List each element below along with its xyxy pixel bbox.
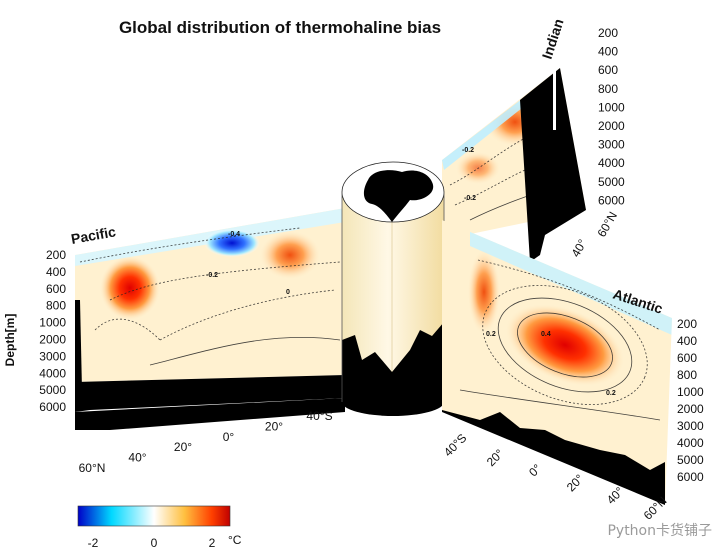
colorbar-tick: -2 [88, 536, 99, 550]
indian-depth-tick: 2000 [598, 119, 625, 133]
pacific-contour-label: -0.2 [206, 272, 218, 279]
pacific-depth-ticks: 200 400 600 800 1000 2000 3000 4000 5000 6000 [39, 248, 66, 414]
colorbar-unit: °C [228, 533, 242, 547]
atlantic-depth-tick: 2000 [677, 402, 704, 416]
antarctica-silhouette [363, 170, 434, 222]
cylinder-bathymetry [342, 322, 444, 402]
atlantic-depth-tick: 400 [677, 334, 697, 348]
pacific-section: -0.4 -0.2 0 Pacific Depth[m] 200 400 600 80… [3, 208, 345, 475]
colorbar-tick: 2 [209, 536, 216, 550]
pacific-lat-tick: 20° [174, 440, 192, 454]
indian-depth-ticks: 200 400 600 800 1000 2000 3000 4000 5000 6000 [598, 26, 625, 207]
pacific-contour-label: 0 [286, 289, 290, 296]
atlantic-contour-label: 0.2 [606, 390, 616, 397]
pacific-depth-tick: 3000 [39, 349, 66, 363]
indian-cold-band [442, 100, 522, 170]
atlantic-contour-label: 0.2 [486, 331, 496, 338]
atlantic-depth-tick: 5000 [677, 453, 704, 467]
atlantic-lat-tick: 20° [484, 446, 507, 469]
chart-title: Global distribution of thermohaline bias [119, 18, 441, 37]
indian-depth-tick: 200 [598, 26, 618, 40]
atlantic-cold-band [470, 230, 672, 335]
pacific-lat-tick: 40° [128, 451, 146, 465]
pacific-cold-anomaly [204, 229, 260, 257]
pacific-contour-label: -0.4 [228, 231, 240, 238]
pacific-label: Pacific [70, 223, 117, 247]
pacific-depth-tick: 600 [46, 282, 66, 296]
atlantic-bathymetry [442, 410, 665, 505]
atlantic-depth-tick: 600 [677, 351, 697, 365]
atlantic-lat-tick: 20° [564, 471, 587, 494]
indian-depth-tick: 5000 [598, 175, 625, 189]
indian-lat-tick: 40° [568, 237, 589, 260]
indian-contour-label: -0.2 [464, 195, 476, 202]
indian-lat-tick: 60°N [594, 209, 620, 239]
indian-bathymetry [520, 68, 586, 262]
indian-depth-tick: 3000 [598, 138, 625, 152]
atlantic-depth-tick: 4000 [677, 436, 704, 450]
pacific-lat-tick: 60°N [79, 461, 106, 475]
pacific-bathymetry [75, 375, 345, 412]
atlantic-warm-anomaly [468, 250, 500, 334]
atlantic-depth-ticks: 200 400 600 800 1000 2000 3000 4000 5000 6000 [677, 317, 704, 484]
indian-depth-tick: 4000 [598, 156, 625, 170]
atlantic-lat-tick: 60°N [641, 494, 670, 523]
atlantic-depth-tick: 200 [677, 317, 697, 331]
atlantic-depth-tick: 6000 [677, 470, 704, 484]
pacific-warm-anomaly [260, 231, 320, 279]
pacific-depth-tick: 5000 [39, 383, 66, 397]
colorbar-tick: 0 [151, 536, 158, 550]
pacific-depth-tick: 200 [46, 248, 66, 262]
atlantic-warm-anomaly [505, 304, 625, 386]
pacific-lat-tick: 40°S [306, 409, 332, 423]
depth-axis-label: Depth[m] [3, 314, 17, 367]
indian-depth-tick: 600 [598, 63, 618, 77]
pacific-lat-tick: 0° [223, 430, 235, 444]
atlantic-depth-tick: 800 [677, 368, 697, 382]
antarctic-cylinder [341, 161, 445, 416]
atlantic-depth-tick: 3000 [677, 419, 704, 433]
indian-depth-tick: 800 [598, 82, 618, 96]
pacific-warm-anomaly [100, 256, 160, 320]
atlantic-contour-label: 0.4 [541, 331, 551, 338]
watermark: Python卡货铺子 [607, 523, 712, 539]
pacific-depth-tick: 400 [46, 265, 66, 279]
pacific-lat-tick: 20° [265, 419, 283, 433]
indian-depth-tick: 1000 [598, 100, 625, 114]
pacific-depth-tick: 2000 [39, 333, 66, 347]
pacific-depth-tick: 800 [46, 299, 66, 313]
atlantic-lat-tick: 40°S [441, 431, 469, 459]
colorbar: -2 0 2 °C [77, 505, 242, 550]
indian-label: Indian [539, 17, 567, 61]
indian-section: -0.2 -0.2 Indian 200 400 600 800 1000 2000 300… [442, 17, 625, 262]
atlantic-section: 0.2 0.4 0.2 Atlantic 2004006008001000200… [441, 220, 704, 523]
indian-depth-tick: 6000 [598, 193, 625, 207]
pacific-depth-tick: 4000 [39, 366, 66, 380]
atlantic-lat-tick: 0° [526, 461, 544, 479]
atlantic-depth-tick: 1000 [677, 385, 704, 399]
pacific-depth-tick: 6000 [39, 400, 66, 414]
indian-contour-label: -0.2 [462, 147, 474, 154]
indian-depth-tick: 400 [598, 45, 618, 59]
pacific-depth-tick: 1000 [39, 316, 66, 330]
colorbar-gradient [77, 505, 231, 527]
pacific-lat-ticks: 60°N 40° 20° 0° 20° 40°S [79, 409, 333, 475]
